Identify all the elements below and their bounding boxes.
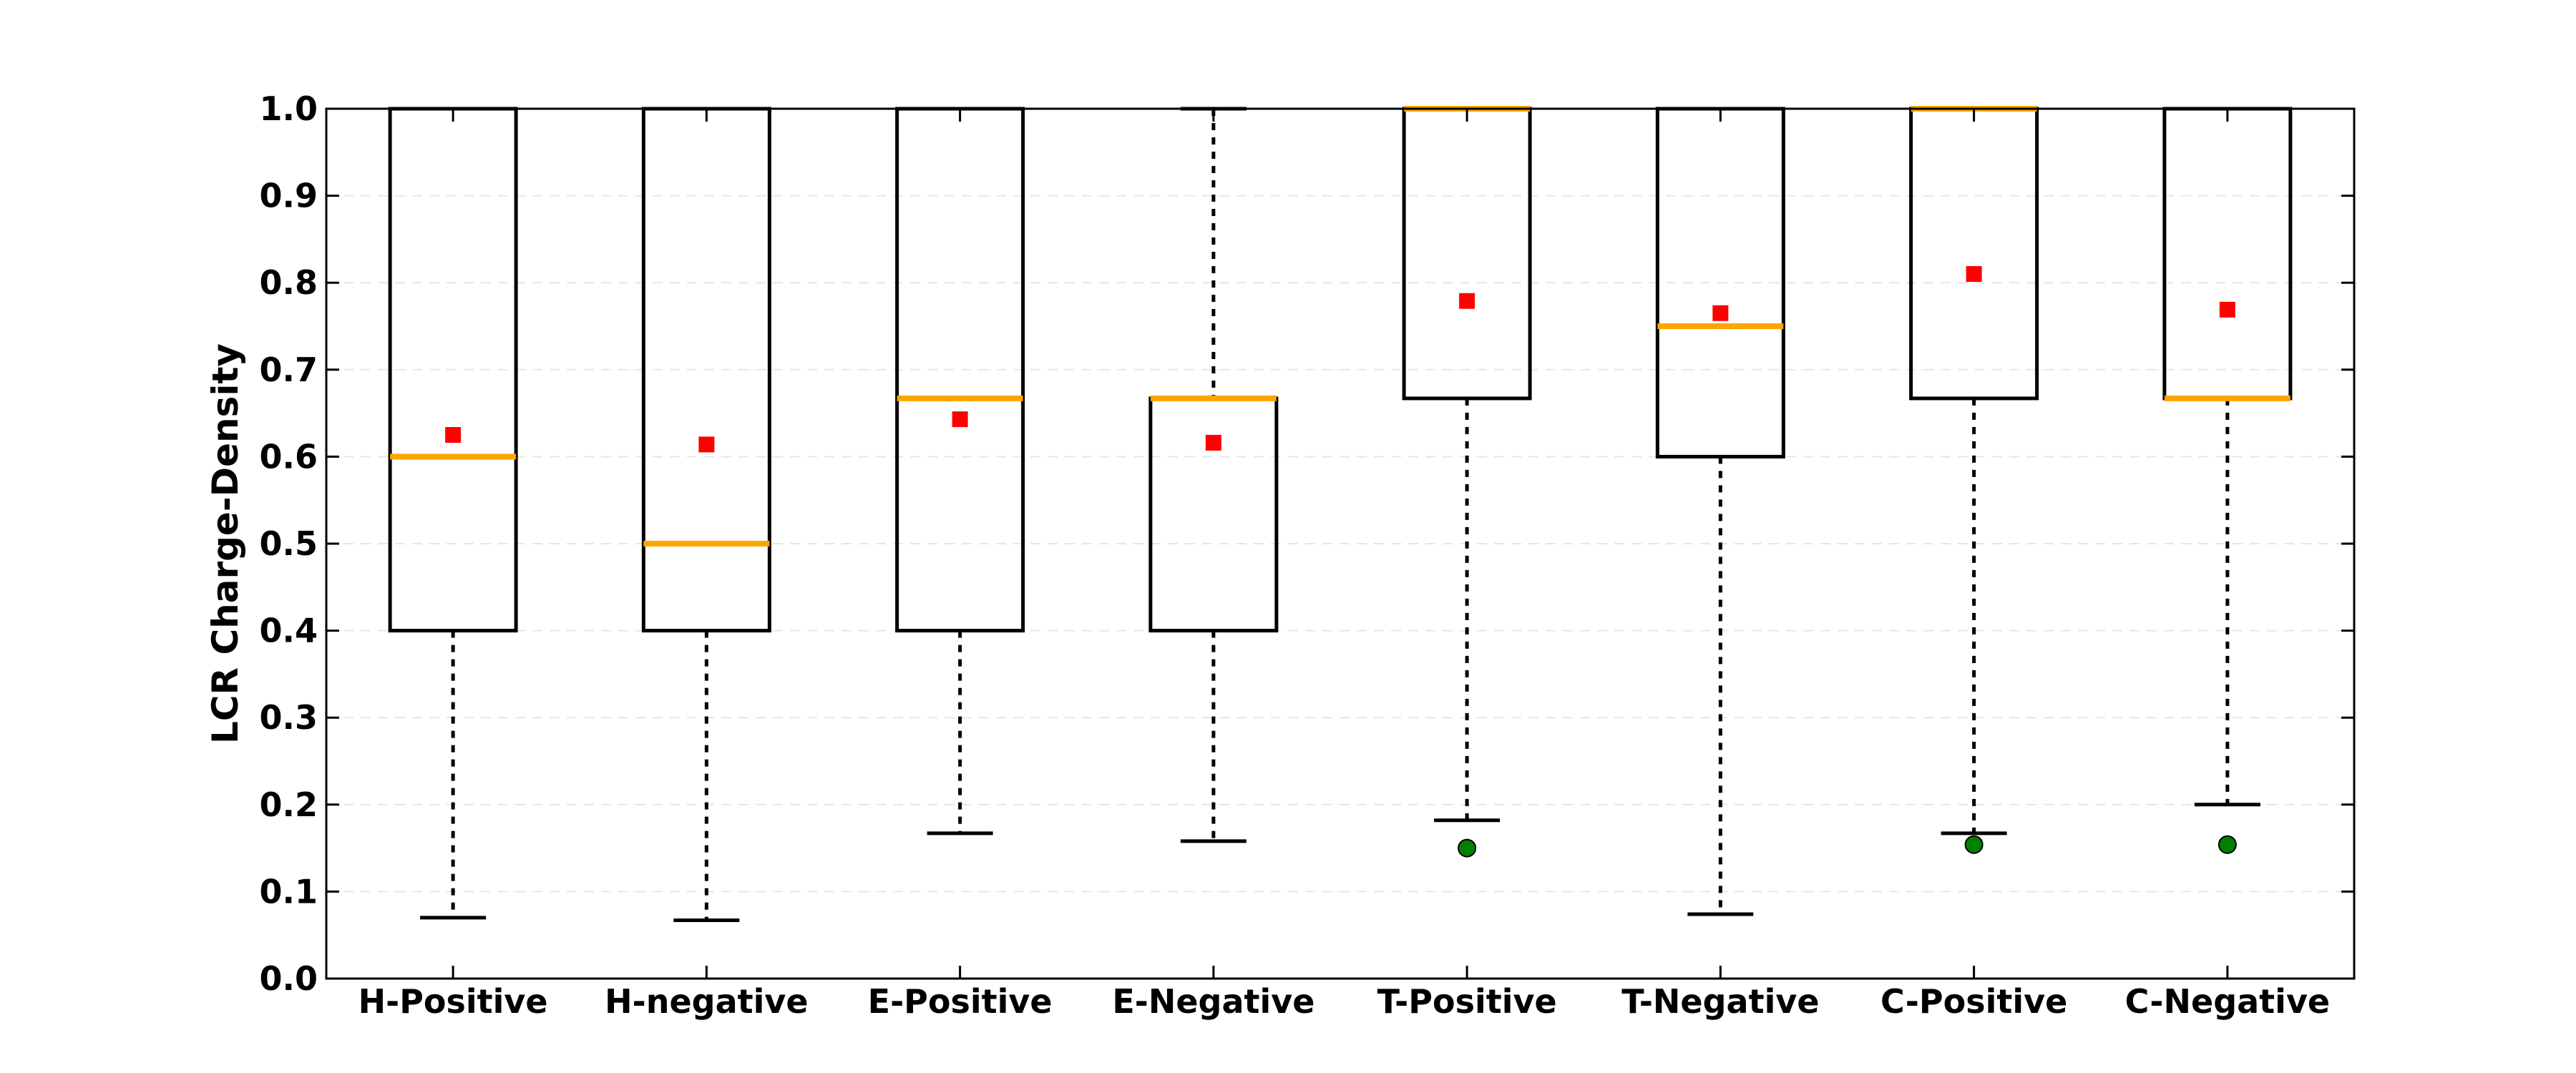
- x-tick-label: T-Positive: [1377, 982, 1557, 1021]
- x-tick-label: T-Negative: [1621, 982, 1819, 1021]
- mean-marker: [1205, 434, 1221, 451]
- mean-marker: [1459, 293, 1475, 309]
- outlier-point: [2218, 835, 2237, 854]
- mean-marker: [2219, 301, 2235, 318]
- y-tick-label: 0.2: [260, 785, 318, 824]
- boxes-layer: [388, 106, 2293, 923]
- box-group: [1148, 107, 1279, 843]
- y-tick-label: 0.3: [260, 698, 318, 737]
- mean-marker: [1712, 305, 1729, 321]
- box-body: [1909, 107, 2039, 401]
- grid-layer: [326, 195, 2354, 893]
- y-tick-label: 0.7: [260, 351, 318, 389]
- box-group: [1402, 106, 1532, 858]
- box-body: [1402, 107, 1532, 401]
- y-tick-label: 0.9: [260, 177, 318, 215]
- x-tick-label: C-Negative: [2125, 982, 2331, 1021]
- box-group: [1655, 107, 1785, 916]
- y-tick-label: 0.1: [260, 872, 318, 911]
- x-tick-label: E-Positive: [868, 982, 1053, 1021]
- y-axis-title: LCR Charge-Density: [205, 343, 246, 744]
- box-group: [895, 107, 1025, 836]
- mean-marker: [952, 411, 968, 428]
- y-tick-label: 0.0: [260, 959, 318, 998]
- box-group: [641, 107, 771, 923]
- box-group: [1909, 106, 2039, 854]
- box-group: [388, 107, 518, 920]
- outlier-point: [1458, 838, 1477, 858]
- y-tick-label: 0.6: [260, 437, 318, 476]
- box-body: [2162, 107, 2293, 401]
- mean-marker: [698, 436, 715, 453]
- box-body: [1148, 396, 1279, 633]
- x-tick-label: E-Negative: [1112, 982, 1314, 1021]
- mean-marker: [445, 427, 462, 443]
- ticks-layer: 0.0 0.1 0.2 0.3 0.4 0.5 0.6 0.7 0.8 0.9 1.0 H-Posit…: [260, 89, 2354, 1021]
- outlier-point: [1964, 835, 1984, 854]
- mean-marker: [1966, 266, 1982, 283]
- y-tick-label: 0.4: [260, 612, 318, 650]
- y-tick-label: 1.0: [260, 89, 318, 128]
- y-tick-label: 0.8: [260, 263, 318, 302]
- box-group: [2162, 107, 2293, 854]
- x-tick-label: H-Positive: [358, 982, 548, 1021]
- x-tick-label: C-Positive: [1880, 982, 2067, 1021]
- y-tick-label: 0.5: [260, 524, 318, 563]
- x-tick-label: H-negative: [605, 982, 808, 1021]
